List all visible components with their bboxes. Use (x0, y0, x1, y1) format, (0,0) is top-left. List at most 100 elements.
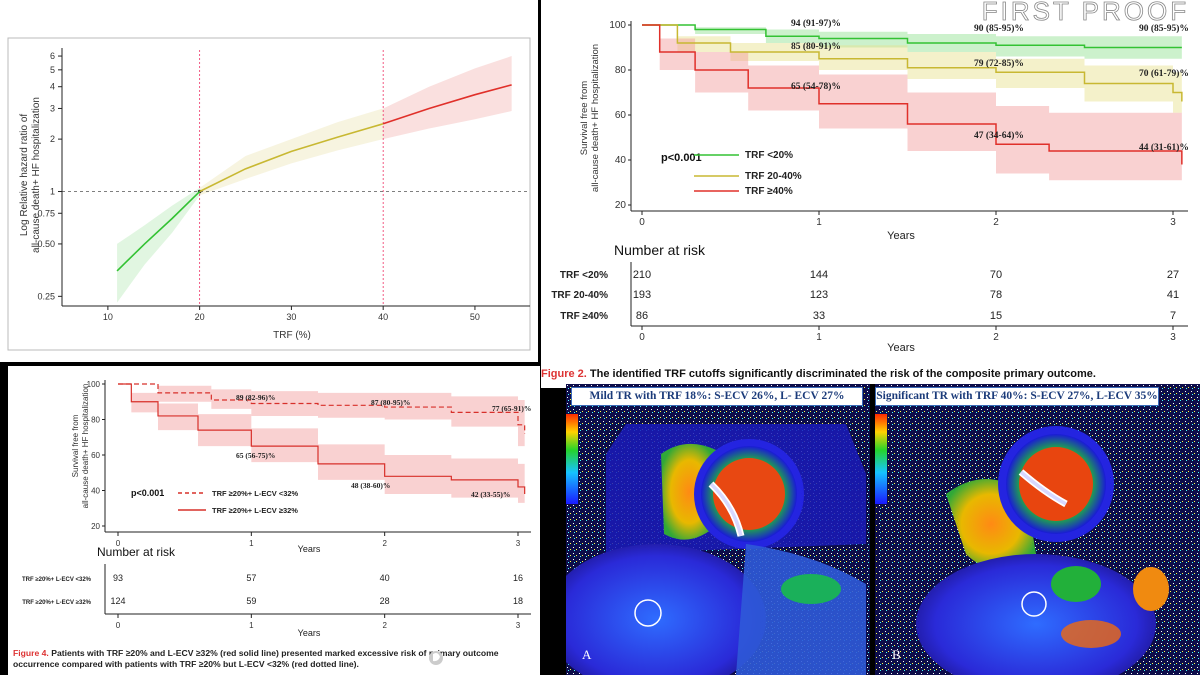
y-axis-label-2: all-cause death+ HF hospitalization (81, 384, 90, 509)
legend-label-0: TRF ≥20%+ L-ECV <32% (212, 489, 299, 498)
survival-annotation: 89 (82-96)% (236, 393, 275, 402)
mri-title-left: Mild TR with TRF 18%: S-ECV 26%, L- ECV … (571, 387, 863, 406)
risk-row-label: TRF ≥40% (560, 311, 608, 322)
spline-line-1 (199, 123, 384, 193)
risk-value: 210 (633, 269, 651, 281)
risk-value: 193 (633, 289, 651, 301)
risk-value: 124 (110, 596, 125, 606)
p-value: p<0.001 (661, 152, 702, 164)
risk-value: 59 (246, 596, 256, 606)
x-tick-label: 0 (116, 539, 121, 548)
risk-x-tick-label: 1 (816, 332, 822, 343)
legend-label-1: TRF ≥20%+ L-ECV ≥32% (212, 506, 298, 515)
survival-annotation: 90 (85-95)% (974, 23, 1024, 34)
mri-image-a: A (566, 384, 870, 675)
figure-4-caption-line1: Figure 4. Patients with TRF ≥20% and L-E… (13, 648, 499, 658)
y-tick-label: 2 (50, 134, 55, 144)
survival-curve-0 (642, 24, 1182, 49)
risk-value: 70 (990, 269, 1002, 281)
watermark: FIRST PROOF ONLY (982, 0, 1200, 26)
mri-images: A B (566, 384, 1200, 675)
figure-4-text-1: Patients with TRF ≥20% and L-ECV ≥32% (r… (49, 648, 499, 658)
risk-value: 27 (1167, 269, 1179, 281)
survival-annotation: 85 (80-91)% (791, 41, 841, 52)
risk-value: 86 (636, 310, 648, 322)
y-tick-label: 60 (91, 451, 100, 460)
legend-label-2: TRF ≥40% (745, 186, 793, 197)
x-tick-label: 2 (993, 217, 999, 228)
y-tick-label: 5 (50, 65, 55, 75)
survival-annotation: 77 (65-91)% (492, 404, 531, 413)
survival-annotation: 44 (31-61)% (1139, 142, 1189, 153)
roi-circle (1021, 591, 1047, 617)
y-tick-label: 3 (50, 103, 55, 113)
y-axis-label-2: all-cause death+ HF hospitalization (590, 44, 601, 192)
x-tick-label: 3 (516, 539, 521, 548)
spline-chart: 6 5 4 3 2 1 0.75 0.50 0.25 10 20 30 40 50 Log Relati… (7, 37, 531, 351)
color-scale-icon (566, 414, 578, 504)
figure-4-caption-line2: occurrence compared with patients with T… (13, 659, 359, 669)
y-tick-label: 80 (91, 416, 100, 425)
ci-band-0 (117, 187, 200, 303)
risk-value: 93 (113, 573, 123, 583)
x-axis-label: TRF (%) (273, 330, 311, 341)
risk-value: 28 (380, 596, 390, 606)
y-tick-label: 40 (91, 487, 100, 496)
risk-value: 7 (1170, 310, 1176, 322)
y-axis-label-1: Survival free from (579, 81, 590, 156)
y-tick-label: 0.50 (37, 239, 55, 249)
spline-line-2 (382, 84, 512, 125)
y-tick-label: 0.25 (37, 291, 55, 301)
risk-value: 18 (513, 596, 523, 606)
y-tick-label: 20 (615, 200, 627, 211)
km-ecv-panel: 100 80 60 40 20 0 1 2 3 89 (82-96)% 87 (80-95)% 77… (8, 366, 540, 675)
y-tick-label: 6 (50, 51, 55, 61)
risk-x-tick-label: 0 (116, 621, 121, 630)
risk-row-label: TRF <20% (560, 270, 608, 281)
spline-line-0 (116, 190, 201, 272)
risk-value: 123 (810, 289, 828, 301)
legend-label-0: TRF <20% (745, 150, 793, 161)
y-tick-label: 0.75 (37, 208, 55, 218)
risk-row-label: TRF ≥20%+ L-ECV ≥32% (22, 600, 91, 606)
figure-2-caption: Figure 2. The identified TRF cutoffs sig… (541, 368, 1200, 380)
risk-x-tick-label: 2 (993, 332, 999, 343)
spline-chart-panel: 6 5 4 3 2 1 0.75 0.50 0.25 10 20 30 40 50 Log Relati… (0, 0, 538, 362)
label-a: A (582, 647, 592, 662)
ci-band-2 (642, 25, 1182, 194)
mri-title-right: Significant TR with TRF 40%: S-ECV 27%, … (875, 387, 1159, 406)
y-axis-label-2: all-cause death+ HF hospitalization (31, 97, 42, 253)
color-scale-icon (875, 414, 887, 504)
risk-value: 15 (990, 310, 1002, 322)
risk-table-title: Number at risk (97, 545, 176, 559)
mri-image-b: B (875, 384, 1200, 675)
survival-annotation: 94 (91-97)% (791, 18, 841, 29)
x-tick-label: 10 (103, 312, 113, 322)
survival-annotation: 65 (56-75)% (236, 451, 275, 460)
survival-curve-1 (118, 383, 526, 495)
y-axis-label-1: Log Relative hazard ratio of (19, 114, 30, 237)
p-value: p<0.001 (131, 488, 164, 498)
risk-value: 57 (246, 573, 256, 583)
risk-row-label: TRF ≥20%+ L-ECV <32% (22, 577, 92, 583)
risk-value: 40 (380, 573, 390, 583)
x-axis-label: Years (887, 230, 915, 242)
survival-annotation: 48 (38-60)% (351, 481, 390, 490)
survival-annotation: 87 (80-95)% (371, 398, 410, 407)
x-tick-label: 20 (195, 312, 205, 322)
ci-band-2 (383, 56, 512, 140)
x-tick-label: 40 (378, 312, 388, 322)
survival-annotation: 70 (61-79)% (1139, 68, 1189, 79)
x-tick-label: 30 (286, 312, 296, 322)
survival-annotation: 90 (85-95)% (1139, 23, 1189, 34)
survival-curve-1 (642, 24, 1183, 102)
x-tick-label: 1 (249, 539, 254, 548)
y-tick-label: 80 (615, 65, 627, 76)
figure-2-caption-panel: Figure 2. The identified TRF cutoffs sig… (541, 363, 1200, 388)
ci-band-1 (642, 25, 1182, 127)
risk-value: 41 (1167, 289, 1179, 301)
risk-x-tick-label: 0 (639, 332, 645, 343)
